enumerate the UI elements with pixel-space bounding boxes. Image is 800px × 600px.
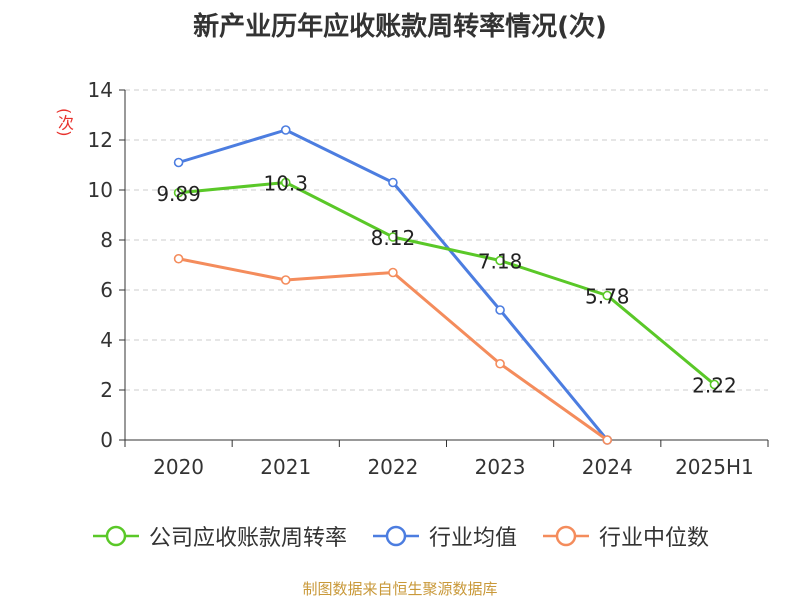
y-tick-label: 8	[100, 228, 113, 252]
data-point	[280, 177, 291, 188]
y-tick-label: 12	[88, 128, 113, 152]
data-point	[709, 379, 720, 390]
legend-item: 行业均值	[371, 520, 517, 552]
data-point	[388, 267, 398, 278]
x-tick-label: 2024	[582, 455, 633, 479]
legend-label: 行业均值	[428, 526, 517, 551]
x-tick-label: 2023	[475, 455, 526, 479]
data-point	[495, 305, 505, 315]
x-tick-label: 2022	[367, 455, 418, 479]
y-tick-label: 0	[100, 428, 113, 452]
data-point	[173, 187, 184, 198]
chart-title: 新产业历年应收账款周转率情况(次)	[193, 12, 607, 42]
series-lines	[173, 125, 720, 445]
y-tick-label: 10	[88, 178, 113, 202]
legend: 公司应收账款周转率 行业均值 行业中位数	[0, 520, 800, 552]
legend-item: 公司应收账款周转率	[91, 520, 347, 552]
data-point	[388, 177, 398, 188]
data-label: 8.12	[371, 226, 416, 250]
data-point	[280, 125, 291, 135]
data-point	[602, 435, 613, 445]
data-point	[280, 275, 291, 285]
data-label: 10.3	[263, 172, 308, 196]
x-tick-label: 2020	[153, 455, 204, 479]
y-tick-label: 4	[100, 328, 113, 352]
series-line	[178, 181, 716, 386]
x-tick-label: 2021	[260, 455, 311, 479]
legend-label: 行业中位数	[599, 526, 710, 551]
y-tick-label: 6	[100, 278, 113, 302]
axes: 0 2 4 6 8 10 12 14 2020 2021 2022 2023 2024 2025H1	[88, 78, 769, 479]
legend-label: 公司应收账款周转率	[148, 526, 347, 551]
data-point	[495, 255, 505, 266]
x-tick-label: 2025H1	[675, 455, 754, 479]
data-label: 2.22	[692, 374, 737, 398]
data-label: 5.78	[585, 285, 630, 309]
y-axis-unit-label: (次)	[55, 108, 74, 137]
data-point	[495, 358, 505, 369]
legend-item: 行业中位数	[541, 520, 709, 552]
legend-marker-icon	[543, 525, 589, 547]
data-point	[173, 157, 184, 168]
series-line	[178, 257, 609, 442]
data-label: 7.18	[478, 250, 523, 274]
y-tick-label: 14	[88, 78, 113, 102]
legend-marker-icon	[372, 525, 419, 547]
data-point	[602, 290, 613, 301]
data-point	[388, 232, 398, 242]
gridlines	[125, 89, 768, 391]
data-point	[173, 253, 184, 264]
data-label: 9.89	[156, 182, 201, 206]
source-note: 制图数据来自恒生聚源数据库	[302, 580, 498, 598]
legend-marker-icon	[92, 525, 139, 547]
data-labels: 9.89 10.3 8.12 7.18 5.78 2.22	[156, 172, 736, 398]
y-tick-label: 2	[100, 378, 113, 402]
